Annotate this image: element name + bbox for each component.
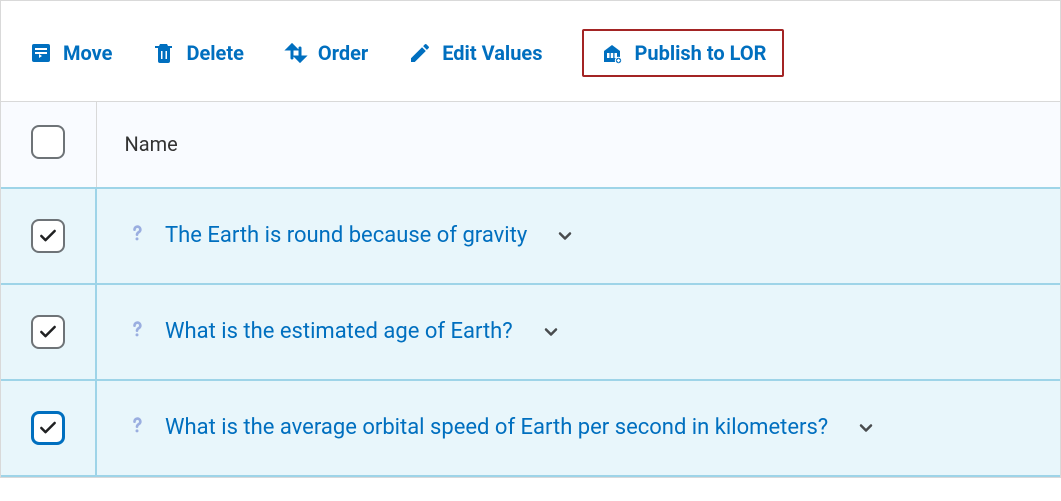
action-toolbar: Move Delete Order Edit Values — [1, 1, 1060, 101]
row-checkbox[interactable] — [31, 315, 65, 349]
table-row: What is the estimated age of Earth? — [1, 284, 1060, 380]
question-icon — [127, 319, 147, 345]
row-content: What is the estimated age of Earth? — [127, 319, 561, 345]
move-icon — [29, 41, 53, 65]
order-label: Order — [318, 41, 368, 65]
row-checkbox[interactable] — [31, 411, 65, 445]
table-row: The Earth is round because of gravity — [1, 188, 1060, 284]
question-icon — [127, 415, 147, 441]
header-checkbox-cell — [1, 102, 96, 188]
name-column-header: Name — [125, 132, 178, 156]
question-title-link[interactable]: What is the estimated age of Earth? — [165, 319, 513, 344]
row-name-cell: What is the estimated age of Earth? — [96, 284, 1060, 380]
order-icon — [284, 41, 308, 65]
question-title-link[interactable]: The Earth is round because of gravity — [165, 223, 527, 248]
edit-values-label: Edit Values — [442, 41, 542, 65]
pencil-icon — [408, 41, 432, 65]
publish-lor-button[interactable]: Publish to LOR — [582, 29, 784, 77]
chevron-down-icon[interactable] — [555, 226, 575, 246]
header-name-cell: Name — [96, 102, 1060, 188]
select-all-checkbox[interactable] — [31, 125, 65, 159]
table-header-row: Name — [1, 102, 1060, 188]
chevron-down-icon[interactable] — [856, 418, 876, 438]
table-row: What is the average orbital speed of Ear… — [1, 380, 1060, 476]
delete-label: Delete — [186, 41, 243, 65]
row-name-cell: The Earth is round because of gravity — [96, 188, 1060, 284]
question-icon — [127, 223, 147, 249]
row-checkbox[interactable] — [31, 219, 65, 253]
row-checkbox-cell — [1, 380, 96, 476]
move-button[interactable]: Move — [29, 41, 112, 65]
edit-values-button[interactable]: Edit Values — [408, 41, 542, 65]
chevron-down-icon[interactable] — [541, 322, 561, 342]
row-checkbox-cell — [1, 284, 96, 380]
row-checkbox-cell — [1, 188, 96, 284]
move-label: Move — [63, 41, 112, 65]
row-name-cell: What is the average orbital speed of Ear… — [96, 380, 1060, 476]
publish-lor-label: Publish to LOR — [634, 41, 766, 65]
question-title-link[interactable]: What is the average orbital speed of Ear… — [165, 415, 828, 440]
trash-icon — [152, 41, 176, 65]
order-button[interactable]: Order — [284, 41, 368, 65]
row-content: The Earth is round because of gravity — [127, 223, 575, 249]
question-table: Name The Earth is round because of gravi… — [1, 101, 1060, 477]
question-library-panel: Move Delete Order Edit Values — [0, 0, 1061, 478]
publish-lor-icon — [600, 41, 624, 65]
row-content: What is the average orbital speed of Ear… — [127, 415, 876, 441]
delete-button[interactable]: Delete — [152, 41, 243, 65]
